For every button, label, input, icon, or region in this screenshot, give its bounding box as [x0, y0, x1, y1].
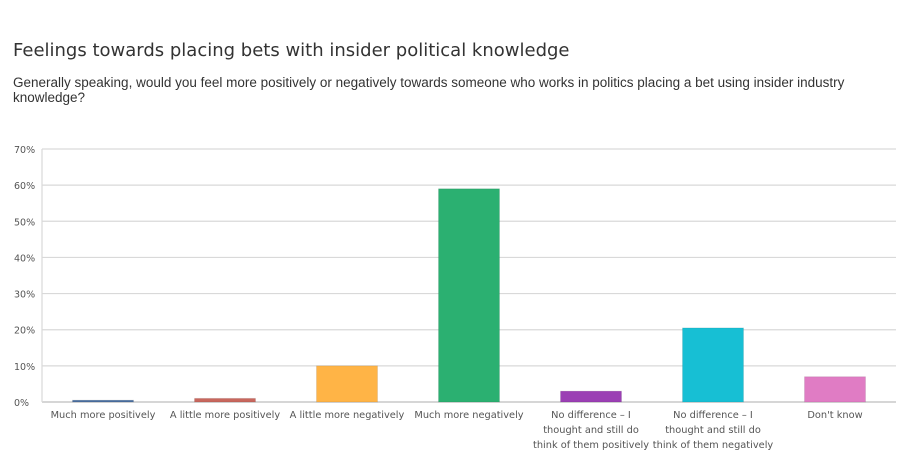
x-tick-label: No difference – I — [551, 410, 631, 421]
y-tick-label: 50% — [14, 217, 35, 228]
x-tick-label: think of them negatively — [653, 440, 774, 451]
bar — [72, 399, 134, 403]
x-tick-label: think of them positively — [533, 440, 649, 451]
x-tick-label: thought and still do — [665, 425, 761, 436]
x-tick-label: A little more negatively — [290, 410, 405, 421]
bar — [316, 365, 378, 403]
x-tick-label: No difference – I — [673, 410, 753, 421]
x-tick-label: Don't know — [807, 410, 862, 421]
y-tick-label: 10% — [14, 362, 35, 373]
x-tick-label: A little more positively — [170, 410, 280, 421]
x-tick-label: Much more negatively — [414, 410, 523, 421]
y-tick-label: 70% — [14, 145, 35, 156]
y-tick-label: 30% — [14, 290, 35, 301]
y-tick-label: 40% — [14, 253, 35, 264]
x-tick-label: Much more positively — [51, 410, 156, 421]
chart-subtitle: Generally speaking, would you feel more … — [13, 75, 845, 105]
bar — [560, 390, 622, 403]
bar — [194, 397, 256, 403]
bar — [438, 188, 500, 403]
bar — [682, 327, 744, 403]
bar — [804, 376, 866, 403]
y-tick-label: 20% — [14, 326, 35, 337]
x-tick-label: thought and still do — [543, 425, 639, 436]
chart-title: Feelings towards placing bets with insid… — [13, 40, 570, 61]
y-tick-label: 0% — [14, 398, 29, 409]
y-tick-label: 60% — [14, 181, 35, 192]
